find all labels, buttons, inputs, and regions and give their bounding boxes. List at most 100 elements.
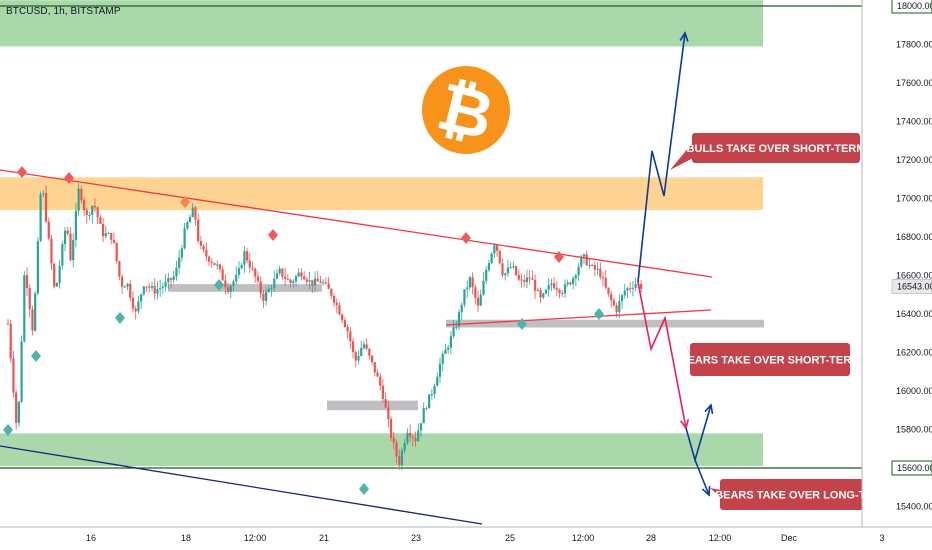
- candle-body: [493, 245, 496, 254]
- candle-body: [485, 270, 488, 281]
- price-axis-bg: [862, 0, 932, 550]
- candle-body: [63, 230, 67, 245]
- candle-body: [36, 240, 39, 294]
- candle-body: [607, 287, 610, 294]
- candle-body: [305, 279, 308, 282]
- candle-body: [292, 281, 295, 284]
- candle-body: [142, 286, 145, 295]
- candle-body: [566, 282, 569, 285]
- candle-body: [297, 272, 300, 277]
- candle-body: [319, 281, 322, 283]
- candle-body: [422, 408, 425, 424]
- candle-body: [224, 280, 227, 288]
- callout-bears-short-term-box: [690, 343, 850, 376]
- candle-body: [430, 394, 433, 396]
- candle-body: [169, 278, 173, 280]
- candle-body: [267, 288, 270, 292]
- candle-body: [197, 219, 200, 241]
- candle-body: [199, 240, 203, 246]
- candle-body: [425, 408, 428, 410]
- candle-body: [379, 376, 382, 386]
- candle-body: [85, 210, 88, 216]
- candle-body: [376, 372, 379, 377]
- candle-body: [591, 264, 594, 266]
- candle-body: [343, 320, 347, 327]
- candle-body: [639, 284, 643, 289]
- candle-body: [153, 286, 156, 294]
- candle-body: [574, 275, 577, 279]
- bullish-projection-arrow: [637, 32, 686, 283]
- candle-body: [588, 264, 591, 266]
- candle-body: [463, 289, 466, 305]
- candle-body: [216, 264, 219, 266]
- candle-body: [99, 217, 102, 224]
- candle-body: [55, 283, 59, 287]
- candle-body: [528, 277, 531, 279]
- candle-body: [303, 276, 306, 280]
- candle-body: [232, 281, 235, 286]
- candle-body: [164, 282, 167, 287]
- candle-body: [409, 432, 412, 437]
- candle-body: [550, 283, 553, 286]
- candle-body: [368, 348, 371, 356]
- candle-body: [243, 251, 246, 265]
- candle-body: [332, 295, 336, 303]
- pivot-high-marker: [17, 166, 27, 178]
- candle-body: [25, 275, 29, 288]
- candle-body: [612, 300, 615, 306]
- candle-body: [284, 276, 287, 279]
- candle-body: [555, 288, 558, 291]
- bitcoin-logo-icon: ₿: [422, 66, 510, 155]
- candles-layer: [6, 183, 643, 471]
- pivot-high-marker: [554, 251, 564, 263]
- candle-body: [137, 301, 140, 312]
- candle-body: [58, 265, 61, 284]
- price-axis[interactable]: 18000.00 17800.00 17600.00 17400.00 17200.00…: [861, 0, 932, 550]
- candle-body: [501, 263, 504, 276]
- candle-body: [468, 277, 471, 288]
- candle-body: [395, 442, 398, 457]
- candle-body: [308, 280, 311, 282]
- time-tick-label: 28: [646, 533, 656, 543]
- candle-body: [466, 287, 469, 290]
- price-tick-label: 15400.00: [896, 502, 932, 512]
- candle-body: [457, 312, 461, 327]
- time-tick-label: Dec: [781, 533, 798, 543]
- time-tick-label: 23: [411, 533, 421, 543]
- candle-body: [599, 268, 602, 278]
- candle-body: [449, 336, 452, 348]
- candle-body: [324, 282, 327, 284]
- candle-body: [281, 268, 284, 277]
- candle-body: [123, 286, 126, 288]
- price-tick-label: 17800.00: [896, 40, 932, 50]
- callouts-layer: BULLS TAKE OVER SHORT-TERM BEARS TAKE OVE…: [670, 133, 890, 510]
- pivot-markers-layer: [3, 166, 604, 495]
- pivot-low-marker: [359, 483, 369, 495]
- callout-bears-short-term-text: BEARS TAKE OVER SHORT-TERM: [680, 355, 861, 367]
- candle-body: [213, 262, 216, 265]
- candle-body: [406, 432, 409, 444]
- pivot-low-marker: [115, 312, 125, 324]
- candle-body: [533, 279, 537, 291]
- candle-body: [523, 280, 526, 283]
- callout-bears-long-term-box: [720, 479, 885, 510]
- candle-body: [563, 284, 567, 294]
- candle-body: [593, 265, 596, 270]
- candle-body: [498, 250, 501, 264]
- pivot-high-marker: [180, 196, 190, 208]
- candle-body: [474, 287, 477, 298]
- candle-body: [17, 401, 20, 423]
- time-axis[interactable]: 16 18 12:00 21 23 25 12:00 28 12:00 Dec 3: [0, 526, 932, 543]
- pivot-low-marker: [594, 308, 604, 320]
- candle-body: [88, 214, 91, 216]
- candle-body: [322, 282, 325, 284]
- bounce-projection-arrow-head: [704, 403, 714, 415]
- candle-body: [12, 358, 15, 393]
- candle-body: [9, 323, 12, 359]
- candle-body: [428, 394, 431, 409]
- candle-body: [362, 344, 366, 348]
- candle-body: [313, 278, 317, 286]
- candle-body: [112, 239, 116, 243]
